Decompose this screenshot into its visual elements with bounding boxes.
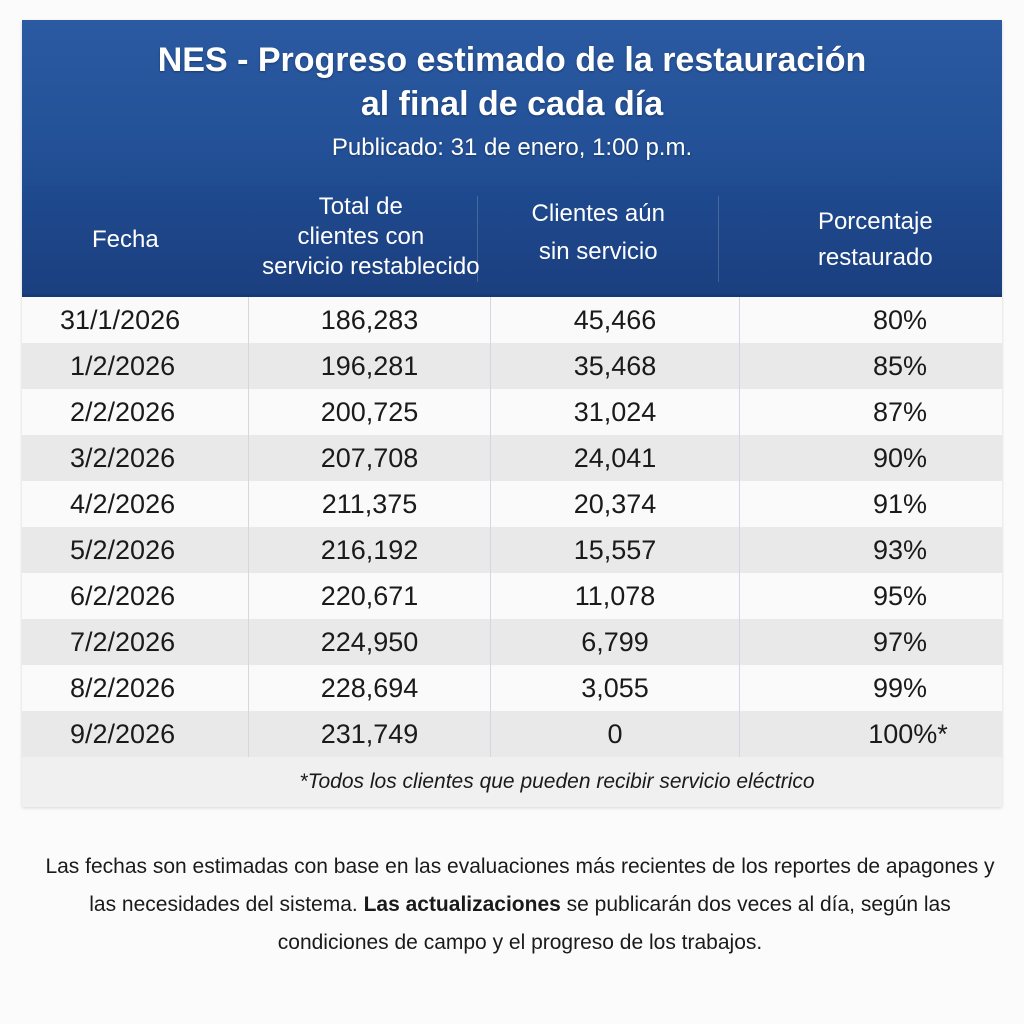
cell-fecha: 4/2/2026 bbox=[22, 481, 249, 527]
table-body: 31/1/2026 186,283 45,466 80% 1/2/2026 19… bbox=[22, 297, 1002, 757]
table-row: 9/2/2026 231,749 0 100%* bbox=[22, 711, 1002, 757]
table-row: 4/2/2026 211,375 20,374 91% bbox=[22, 481, 1002, 527]
cell-fecha: 1/2/2026 bbox=[22, 343, 249, 389]
cell-fecha: 9/2/2026 bbox=[22, 711, 249, 757]
table-row: 5/2/2026 216,192 15,557 93% bbox=[22, 527, 1002, 573]
cell-restored: 220,671 bbox=[249, 573, 491, 619]
table-row: 6/2/2026 220,671 11,078 95% bbox=[22, 573, 1002, 619]
cell-fecha: 31/1/2026 bbox=[22, 297, 249, 343]
cell-percent: 87% bbox=[872, 396, 928, 427]
cell-restored: 200,725 bbox=[249, 389, 491, 435]
cell-without-service: 20,374 bbox=[491, 481, 740, 527]
cell-without-service: 45,466 bbox=[491, 297, 740, 343]
title-line-1: NES - Progreso estimado de la restauraci… bbox=[157, 41, 867, 79]
cell-percent: 95% bbox=[872, 580, 928, 611]
title-banner: NES - Progreso estimado de la restauraci… bbox=[22, 20, 1002, 186]
cell-fecha: 3/2/2026 bbox=[22, 435, 249, 481]
cell-percent: 91% bbox=[872, 488, 928, 519]
restoration-table-card: NES - Progreso estimado de la restauraci… bbox=[22, 20, 1002, 807]
cell-percent: 90% bbox=[872, 442, 928, 473]
cell-fecha: 7/2/2026 bbox=[22, 619, 249, 665]
cell-percent: 99% bbox=[872, 672, 928, 703]
published-timestamp: Publicado: 31 de enero, 1:00 p.m. bbox=[331, 134, 693, 161]
table-footnote: *Todos los clientes que pueden recibir s… bbox=[22, 757, 1002, 807]
cell-without-service: 15,557 bbox=[491, 527, 740, 573]
note-text-2: se publicarán dos veces al día, según la… bbox=[277, 893, 951, 954]
cell-without-service: 3,055 bbox=[491, 665, 740, 711]
cell-percent: 85% bbox=[872, 350, 928, 381]
table-row: 31/1/2026 186,283 45,466 80% bbox=[22, 297, 1002, 343]
cell-restored: 231,749 bbox=[249, 711, 491, 757]
table-row: 8/2/2026 228,694 3,055 99% bbox=[22, 665, 1002, 711]
table-row: 3/2/2026 207,708 24,041 90% bbox=[22, 435, 1002, 481]
cell-percent: 97% bbox=[872, 626, 928, 657]
table-row: 2/2/2026 200,725 31,024 87% bbox=[22, 389, 1002, 435]
column-header-fecha: Fecha bbox=[92, 226, 159, 253]
note-text-1: Las fechas son estimadas con base en las… bbox=[45, 855, 995, 916]
cell-fecha: 8/2/2026 bbox=[22, 665, 249, 711]
title-line-2: al final de cada día bbox=[360, 85, 664, 123]
cell-without-service: 11,078 bbox=[491, 573, 740, 619]
cell-percent: 100%* bbox=[868, 718, 948, 749]
column-divider bbox=[476, 196, 478, 282]
column-header-percent: Porcentaje restaurado bbox=[817, 208, 933, 271]
cell-percent: 93% bbox=[872, 534, 928, 565]
cell-without-service: 0 bbox=[491, 711, 740, 757]
cell-fecha: 6/2/2026 bbox=[22, 573, 249, 619]
cell-restored: 186,283 bbox=[249, 297, 491, 343]
cell-percent: 80% bbox=[872, 304, 928, 335]
cell-restored: 211,375 bbox=[249, 481, 491, 527]
cell-restored: 216,192 bbox=[249, 527, 491, 573]
cell-restored: 228,694 bbox=[249, 665, 491, 711]
column-header-restored: Total de clientes con servicio restablec… bbox=[262, 193, 480, 282]
disclaimer-note: Las fechas son estimadas con base en las… bbox=[40, 848, 1000, 962]
cell-fecha: 2/2/2026 bbox=[22, 389, 249, 435]
column-header-without-service: Clientes aún sin servicio bbox=[478, 186, 719, 294]
cell-without-service: 35,468 bbox=[491, 343, 740, 389]
cell-fecha: 5/2/2026 bbox=[22, 527, 249, 573]
note-text-bold: Las actualizaciones bbox=[363, 893, 561, 916]
table-row: 1/2/2026 196,281 35,468 85% bbox=[22, 343, 1002, 389]
cell-restored: 224,950 bbox=[249, 619, 491, 665]
cell-without-service: 31,024 bbox=[491, 389, 740, 435]
table-header: Fecha Total de clientes con servicio res… bbox=[22, 186, 1002, 297]
cell-restored: 207,708 bbox=[249, 435, 491, 481]
cell-without-service: 24,041 bbox=[491, 435, 740, 481]
column-divider bbox=[717, 196, 719, 282]
page-title: NES - Progreso estimado de la restauraci… bbox=[22, 20, 1002, 126]
cell-restored: 196,281 bbox=[249, 343, 491, 389]
cell-without-service: 6,799 bbox=[491, 619, 740, 665]
table-row: 7/2/2026 224,950 6,799 97% bbox=[22, 619, 1002, 665]
